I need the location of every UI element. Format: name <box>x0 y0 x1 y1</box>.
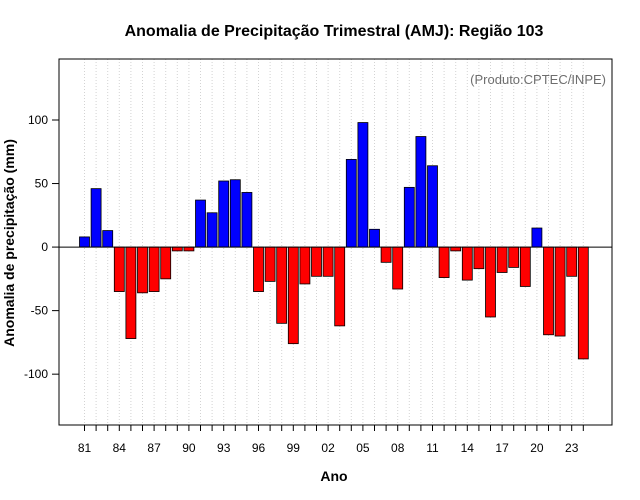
y-tick-label: -100 <box>24 367 48 381</box>
bar-2023 <box>566 246 578 277</box>
bar-2007 <box>380 246 392 263</box>
x-tick-label: 81 <box>78 441 92 455</box>
x-tick-label: 08 <box>391 441 405 455</box>
bar-1981 <box>79 236 90 248</box>
chart-title: Anomalia de Precipitação Trimestral (AMJ… <box>125 23 544 40</box>
x-tick-label: 05 <box>356 441 370 455</box>
bar-2017 <box>496 246 508 273</box>
y-axis-label: Anomalia de precipitação (mm) <box>1 139 17 347</box>
x-tick-label: 90 <box>182 441 196 455</box>
y-tick-label: -50 <box>31 304 49 318</box>
bar-1988 <box>160 246 172 280</box>
bar-1996 <box>253 246 264 292</box>
bar-2009 <box>403 186 415 248</box>
bar-2020 <box>531 227 543 248</box>
x-tick-label: 11 <box>426 441 439 455</box>
bar-2012 <box>438 246 450 278</box>
bar-1989 <box>171 246 183 252</box>
bar-1983 <box>102 230 114 248</box>
bar-2015 <box>473 246 485 270</box>
x-tick-label: 84 <box>113 441 127 455</box>
bar-2022 <box>554 246 566 337</box>
bar-2004 <box>345 158 357 248</box>
plot-frame <box>58 58 613 426</box>
bar-1987 <box>148 246 160 292</box>
y-tick-label: 50 <box>35 177 49 191</box>
x-tick-label: 14 <box>461 441 475 455</box>
bar-1985 <box>125 246 137 339</box>
credit-annotation: (Produto:CPTEC/INPE) <box>470 72 606 87</box>
bar-2016 <box>485 246 496 318</box>
bar-1986 <box>137 246 148 294</box>
bar-2014 <box>461 246 473 281</box>
bars <box>79 122 589 360</box>
bar-1991 <box>195 199 206 248</box>
bar-2011 <box>427 165 438 248</box>
x-tick-label: 93 <box>217 441 231 455</box>
x-axis: 81 84 87 90 93 96 99 02 05 08 11 14 17 20 23 <box>78 425 584 455</box>
x-tick-label: 23 <box>565 441 579 455</box>
bar-2021 <box>543 246 554 336</box>
bar-2003 <box>334 246 346 327</box>
y-tick-label: 0 <box>41 240 48 254</box>
bar-2002 <box>322 246 334 277</box>
bar-1995 <box>241 192 253 248</box>
bar-2024 <box>577 246 589 360</box>
bar-2005 <box>357 122 369 248</box>
bar-2019 <box>519 246 531 287</box>
bar-1994 <box>229 179 241 248</box>
bar-1999 <box>287 246 299 345</box>
bar-1997 <box>264 246 276 282</box>
x-tick-label: 96 <box>252 441 266 455</box>
x-tick-label: 87 <box>147 441 161 455</box>
bar-1998 <box>276 246 288 324</box>
bar-2001 <box>311 246 322 277</box>
y-axis: -100 -50 0 50 100 <box>24 113 59 381</box>
x-tick-label: 17 <box>495 441 509 455</box>
x-tick-label: 99 <box>287 441 301 455</box>
bar-1990 <box>183 246 195 252</box>
x-tick-label: 20 <box>530 441 544 455</box>
bar-2018 <box>508 246 520 268</box>
bar-1992 <box>206 212 218 248</box>
bar-1984 <box>113 246 125 292</box>
bar-2013 <box>450 246 462 252</box>
x-tick-label: 02 <box>321 441 335 455</box>
bar-1982 <box>90 188 102 248</box>
bar-2010 <box>415 136 427 248</box>
gridlines <box>84 59 584 425</box>
bar-2006 <box>369 228 380 248</box>
bar-2000 <box>299 246 311 285</box>
bar-2008 <box>392 246 404 290</box>
x-axis-label: Ano <box>320 468 347 484</box>
bar-1993 <box>218 180 230 248</box>
y-tick-label: 100 <box>28 113 48 127</box>
